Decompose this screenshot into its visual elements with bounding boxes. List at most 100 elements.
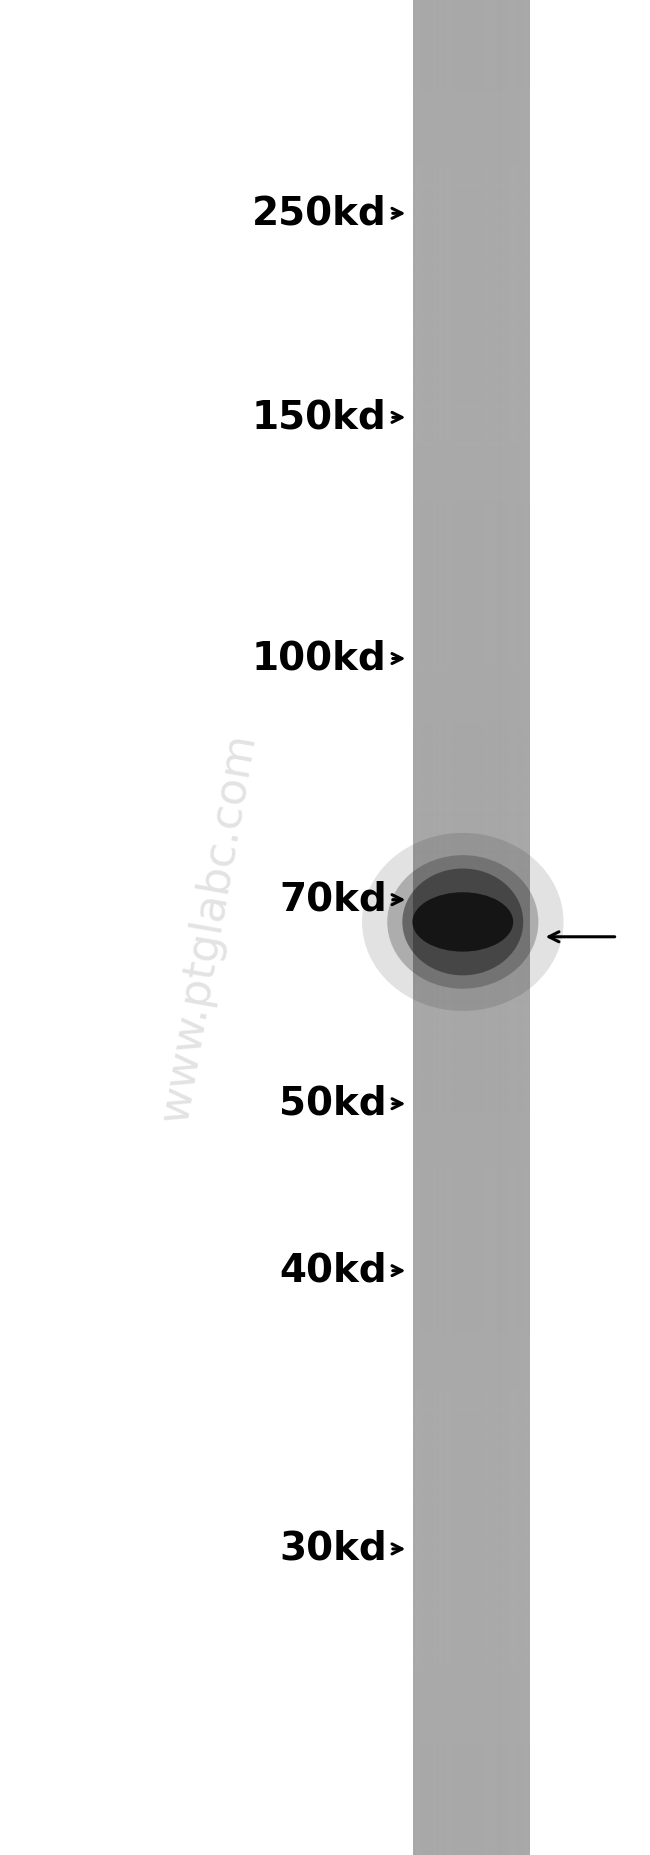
Bar xyxy=(413,592,530,612)
Bar xyxy=(413,1055,530,1076)
Bar xyxy=(413,666,530,686)
Bar xyxy=(416,0,419,1855)
Bar xyxy=(413,1519,530,1540)
Bar xyxy=(413,1575,530,1595)
Bar xyxy=(468,0,471,1855)
Ellipse shape xyxy=(387,855,538,989)
Bar xyxy=(413,388,530,408)
Bar xyxy=(483,0,486,1855)
Bar xyxy=(413,276,530,297)
Bar xyxy=(413,981,530,1002)
Bar xyxy=(413,165,530,186)
Bar xyxy=(413,1686,530,1707)
Bar xyxy=(413,1260,530,1280)
Bar xyxy=(456,0,460,1855)
Bar xyxy=(413,202,530,223)
Bar xyxy=(413,722,530,742)
Bar xyxy=(413,369,530,390)
Bar xyxy=(413,109,530,130)
Bar xyxy=(524,0,526,1855)
Bar xyxy=(439,0,442,1855)
Bar xyxy=(495,0,497,1855)
Bar xyxy=(413,1593,530,1614)
Bar xyxy=(413,759,530,779)
Bar xyxy=(413,1204,530,1224)
Bar xyxy=(413,647,530,668)
Bar xyxy=(413,1315,530,1336)
Bar xyxy=(413,851,530,872)
Bar xyxy=(510,0,512,1855)
Text: 100kd: 100kd xyxy=(252,640,387,677)
Bar xyxy=(430,0,433,1855)
Bar xyxy=(413,1167,530,1187)
Bar xyxy=(413,1742,530,1762)
Bar xyxy=(413,1816,530,1836)
Bar xyxy=(413,295,530,315)
Bar xyxy=(413,536,530,556)
Bar xyxy=(413,0,530,1855)
Bar xyxy=(413,1352,530,1373)
Bar xyxy=(413,610,530,631)
Bar xyxy=(521,0,524,1855)
Bar xyxy=(424,0,427,1855)
Bar xyxy=(413,889,530,909)
Bar xyxy=(413,833,530,853)
Bar xyxy=(428,0,430,1855)
Ellipse shape xyxy=(362,833,564,1011)
Bar xyxy=(413,907,530,928)
Bar xyxy=(413,128,530,148)
Bar xyxy=(413,1000,530,1020)
Bar xyxy=(421,0,424,1855)
Bar xyxy=(413,1111,530,1132)
Bar xyxy=(413,1426,530,1447)
Bar xyxy=(448,0,450,1855)
Bar xyxy=(474,0,477,1855)
Bar xyxy=(413,1445,530,1465)
Bar xyxy=(413,239,530,260)
Bar xyxy=(413,703,530,723)
Bar xyxy=(413,1705,530,1725)
Bar xyxy=(527,0,530,1855)
Bar xyxy=(413,1389,530,1410)
Bar xyxy=(413,1074,530,1094)
Bar xyxy=(413,1779,530,1799)
Bar xyxy=(413,629,530,649)
Bar xyxy=(445,0,448,1855)
Bar xyxy=(413,221,530,241)
Bar xyxy=(413,1464,530,1484)
Bar xyxy=(413,443,530,464)
Bar xyxy=(413,425,530,445)
Bar xyxy=(413,72,530,93)
Bar xyxy=(413,555,530,575)
Bar xyxy=(413,573,530,594)
Bar xyxy=(413,1222,530,1243)
Bar xyxy=(480,0,483,1855)
Bar xyxy=(433,0,436,1855)
Bar xyxy=(489,0,491,1855)
Bar xyxy=(413,499,530,519)
Bar xyxy=(413,926,530,946)
Bar xyxy=(413,0,416,1855)
Bar xyxy=(477,0,480,1855)
Bar xyxy=(413,1631,530,1651)
Bar xyxy=(413,1297,530,1317)
Text: 30kd: 30kd xyxy=(279,1530,387,1567)
Bar xyxy=(503,0,506,1855)
Bar xyxy=(442,0,445,1855)
Bar xyxy=(515,0,518,1855)
Text: 70kd: 70kd xyxy=(279,881,387,918)
Bar xyxy=(413,1371,530,1391)
Bar xyxy=(460,0,462,1855)
Bar xyxy=(413,777,530,798)
Bar xyxy=(471,0,474,1855)
Bar xyxy=(413,0,530,19)
Bar xyxy=(413,258,530,278)
Bar xyxy=(413,184,530,204)
Bar xyxy=(413,1185,530,1206)
Bar xyxy=(500,0,503,1855)
Bar xyxy=(465,0,468,1855)
Bar xyxy=(413,1018,530,1039)
Bar xyxy=(413,35,530,56)
Bar xyxy=(413,332,530,352)
Bar xyxy=(413,1649,530,1670)
